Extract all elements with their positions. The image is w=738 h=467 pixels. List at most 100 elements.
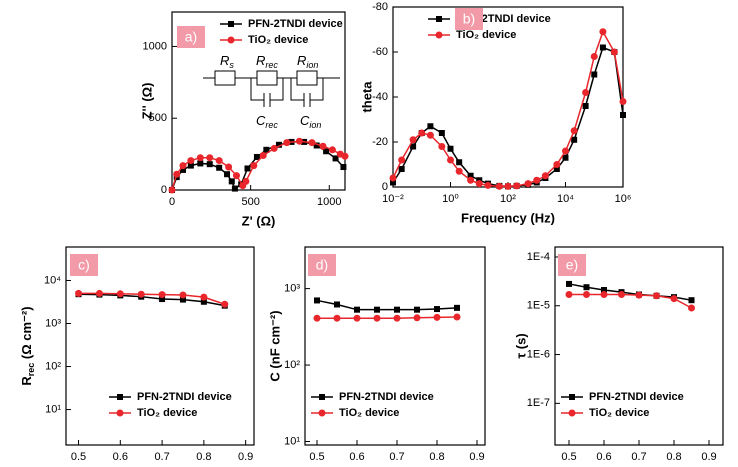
marker: [263, 146, 270, 153]
marker: [570, 127, 578, 135]
x-tick-label: 0.5: [561, 451, 576, 463]
circuit-label: Rrec: [256, 53, 278, 70]
marker: [216, 164, 223, 171]
marker: [495, 182, 503, 190]
x-tick-label: 0.8: [196, 451, 211, 463]
marker: [116, 409, 124, 417]
marker: [670, 295, 678, 303]
marker: [168, 186, 176, 194]
y-tick-label: -20: [372, 136, 388, 148]
marker: [259, 152, 267, 160]
marker: [513, 182, 521, 190]
y-tick-label: 1E-4: [527, 251, 550, 263]
panel-label-box: [455, 8, 483, 30]
marker: [179, 162, 187, 170]
marker: [75, 289, 83, 297]
marker: [610, 48, 618, 56]
marker: [308, 139, 316, 147]
marker: [225, 163, 233, 171]
marker: [137, 290, 145, 298]
marker: [187, 162, 194, 169]
marker: [590, 53, 598, 60]
marker: [340, 164, 347, 171]
marker: [250, 162, 258, 170]
y-tick-label: -80: [372, 1, 388, 13]
marker: [353, 314, 361, 322]
label-sub: rec: [26, 363, 36, 377]
marker: [224, 171, 231, 178]
marker: [393, 314, 401, 322]
x-tick-label: 10⁻²: [382, 193, 404, 205]
marker: [173, 170, 181, 178]
panel-label: e): [566, 257, 578, 273]
y-tick-label: 500: [149, 112, 167, 124]
marker: [467, 176, 475, 184]
resistor: [214, 70, 236, 86]
marker: [571, 136, 578, 143]
marker: [323, 148, 330, 155]
marker: [569, 394, 575, 400]
x-tick-label: 0.8: [429, 451, 444, 463]
label-main: R: [256, 53, 265, 68]
panel-label: d): [316, 257, 328, 273]
marker: [619, 98, 627, 105]
x-tick-label: 0.7: [389, 451, 404, 463]
marker: [206, 154, 214, 162]
marker: [436, 16, 442, 22]
marker: [582, 103, 589, 109]
marker: [227, 36, 235, 44]
plot-frame: [65, 246, 255, 446]
marker: [583, 291, 590, 299]
marker: [456, 159, 463, 166]
x-tick-label: 10⁴: [557, 193, 574, 205]
marker: [232, 172, 240, 180]
marker: [283, 139, 291, 147]
marker: [341, 152, 349, 160]
label-main: C: [300, 113, 310, 128]
marker: [562, 154, 569, 161]
circuit-label: Rs: [220, 53, 234, 70]
marker: [117, 394, 123, 400]
marker: [394, 306, 400, 313]
marker: [438, 130, 445, 136]
marker: [553, 166, 560, 172]
y-tick-label: 10²: [284, 359, 300, 371]
marker: [454, 304, 460, 311]
label-main: R: [19, 376, 34, 386]
circuit-label: Rion: [297, 53, 318, 70]
marker: [524, 180, 532, 188]
marker: [433, 313, 441, 321]
legend-label: TiO₂ device: [589, 407, 649, 419]
marker: [334, 301, 340, 308]
marker: [418, 129, 426, 137]
label-sub: s: [229, 60, 234, 70]
y-axis-label: Rrec (Ω cm⁻²): [19, 306, 36, 385]
x-tick-label: 0.5: [71, 451, 86, 463]
panel-label-box: [177, 26, 205, 48]
marker: [333, 314, 341, 322]
legend-label: PFN-2TNDI device: [589, 391, 684, 403]
marker: [398, 166, 405, 172]
panel-label-box: [308, 254, 336, 276]
x-tick-label: 0.6: [113, 451, 128, 463]
marker: [228, 178, 235, 185]
marker: [434, 306, 440, 313]
marker: [179, 291, 187, 299]
x-tick-label: 0.9: [238, 451, 253, 463]
y-tick-label: 0: [382, 181, 388, 193]
label-sub: ion: [306, 60, 318, 70]
y-tick-label: 10¹: [45, 403, 61, 415]
circuit-wire: [310, 78, 324, 101]
marker: [196, 154, 204, 162]
marker: [562, 147, 569, 155]
panel-label: a): [185, 29, 197, 45]
marker: [215, 157, 223, 165]
y-axis-label: C (nF cm⁻²): [267, 310, 282, 381]
marker: [565, 291, 573, 299]
marker: [618, 291, 625, 299]
legend-label: TiO₂ device: [456, 29, 516, 41]
marker: [435, 31, 443, 39]
marker: [582, 89, 590, 96]
label-sub: rec: [265, 120, 278, 130]
